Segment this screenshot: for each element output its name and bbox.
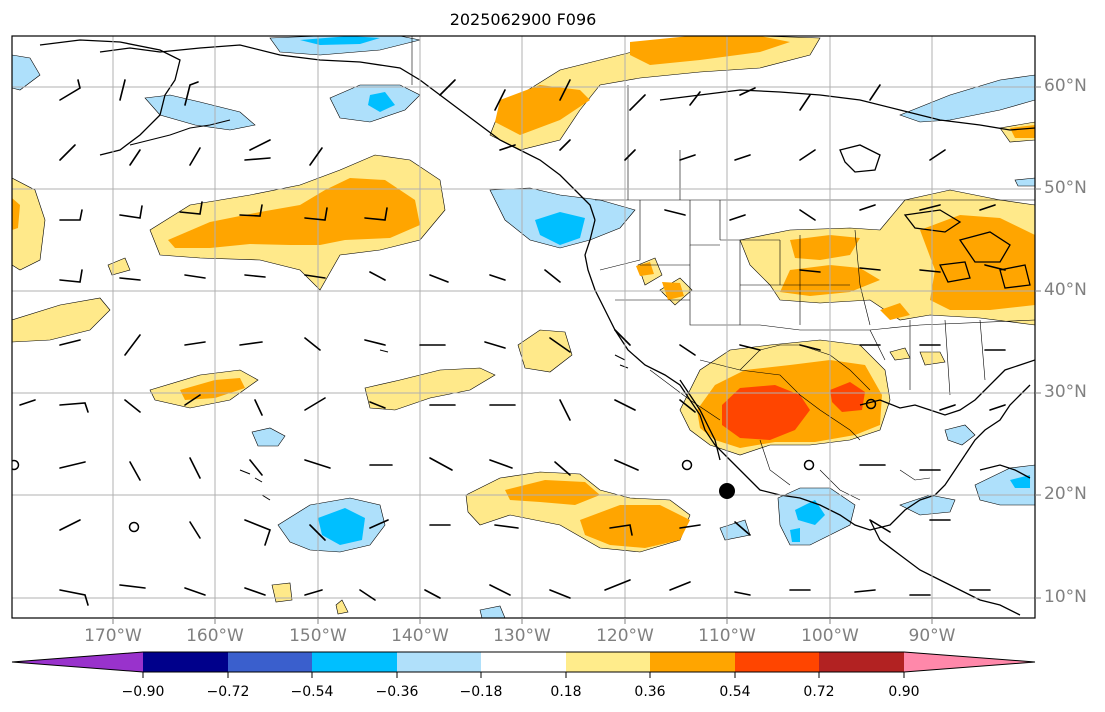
lat-label: 30°N (1044, 382, 1087, 402)
lon-label: 100°W (801, 626, 859, 646)
colorbar-label: 0.18 (550, 684, 582, 700)
plot-title: 2025062900 F096 (449, 10, 597, 29)
political-borders (411, 36, 1035, 501)
lon-label: 120°W (596, 626, 654, 646)
lat-label: 40°N (1044, 280, 1087, 300)
lon-label: 160°W (186, 626, 244, 646)
colorbar-label: −0.54 (290, 684, 334, 700)
colorbar-label: 0.54 (719, 684, 751, 700)
colorbar-label: −0.90 (121, 684, 165, 700)
colorbar-label: 0.90 (888, 684, 920, 700)
lon-label: 90°W (908, 626, 956, 646)
colorbar-label: −0.72 (206, 684, 250, 700)
colorbar-extend-low (12, 652, 143, 672)
colorbar-extend-high (904, 652, 1035, 672)
map-frame (11, 35, 1036, 619)
hurricane-center-dot (719, 483, 735, 499)
marker-circles (12, 398, 877, 533)
lat-ticks (1035, 86, 1041, 599)
lat-label: 20°N (1044, 484, 1087, 504)
colorbar-label: 0.72 (803, 684, 835, 700)
lon-label: 110°W (698, 626, 756, 646)
lat-label: 60°N (1044, 76, 1087, 96)
lon-label: 150°W (289, 626, 347, 646)
lon-ticks (112, 618, 933, 624)
lat-label: 10°N (1044, 587, 1087, 607)
lat-label: 50°N (1044, 178, 1087, 198)
colorbar-label: −0.36 (375, 684, 419, 700)
islands (129, 119, 629, 501)
positive-anomaly-strong (722, 382, 865, 440)
colorbar (11, 651, 1036, 673)
colorbar-ticks (142, 672, 905, 678)
wind-barbs (19, 79, 1006, 606)
lon-label: 130°W (493, 626, 551, 646)
lon-label: 140°W (391, 626, 449, 646)
negative-anomaly-light (12, 36, 1035, 618)
colorbar-label: −0.18 (459, 684, 503, 700)
colorbar-label: 0.36 (634, 684, 666, 700)
negative-anomaly-medium (300, 36, 1030, 545)
gridlines (12, 36, 1035, 618)
lon-label: 170°W (84, 626, 142, 646)
